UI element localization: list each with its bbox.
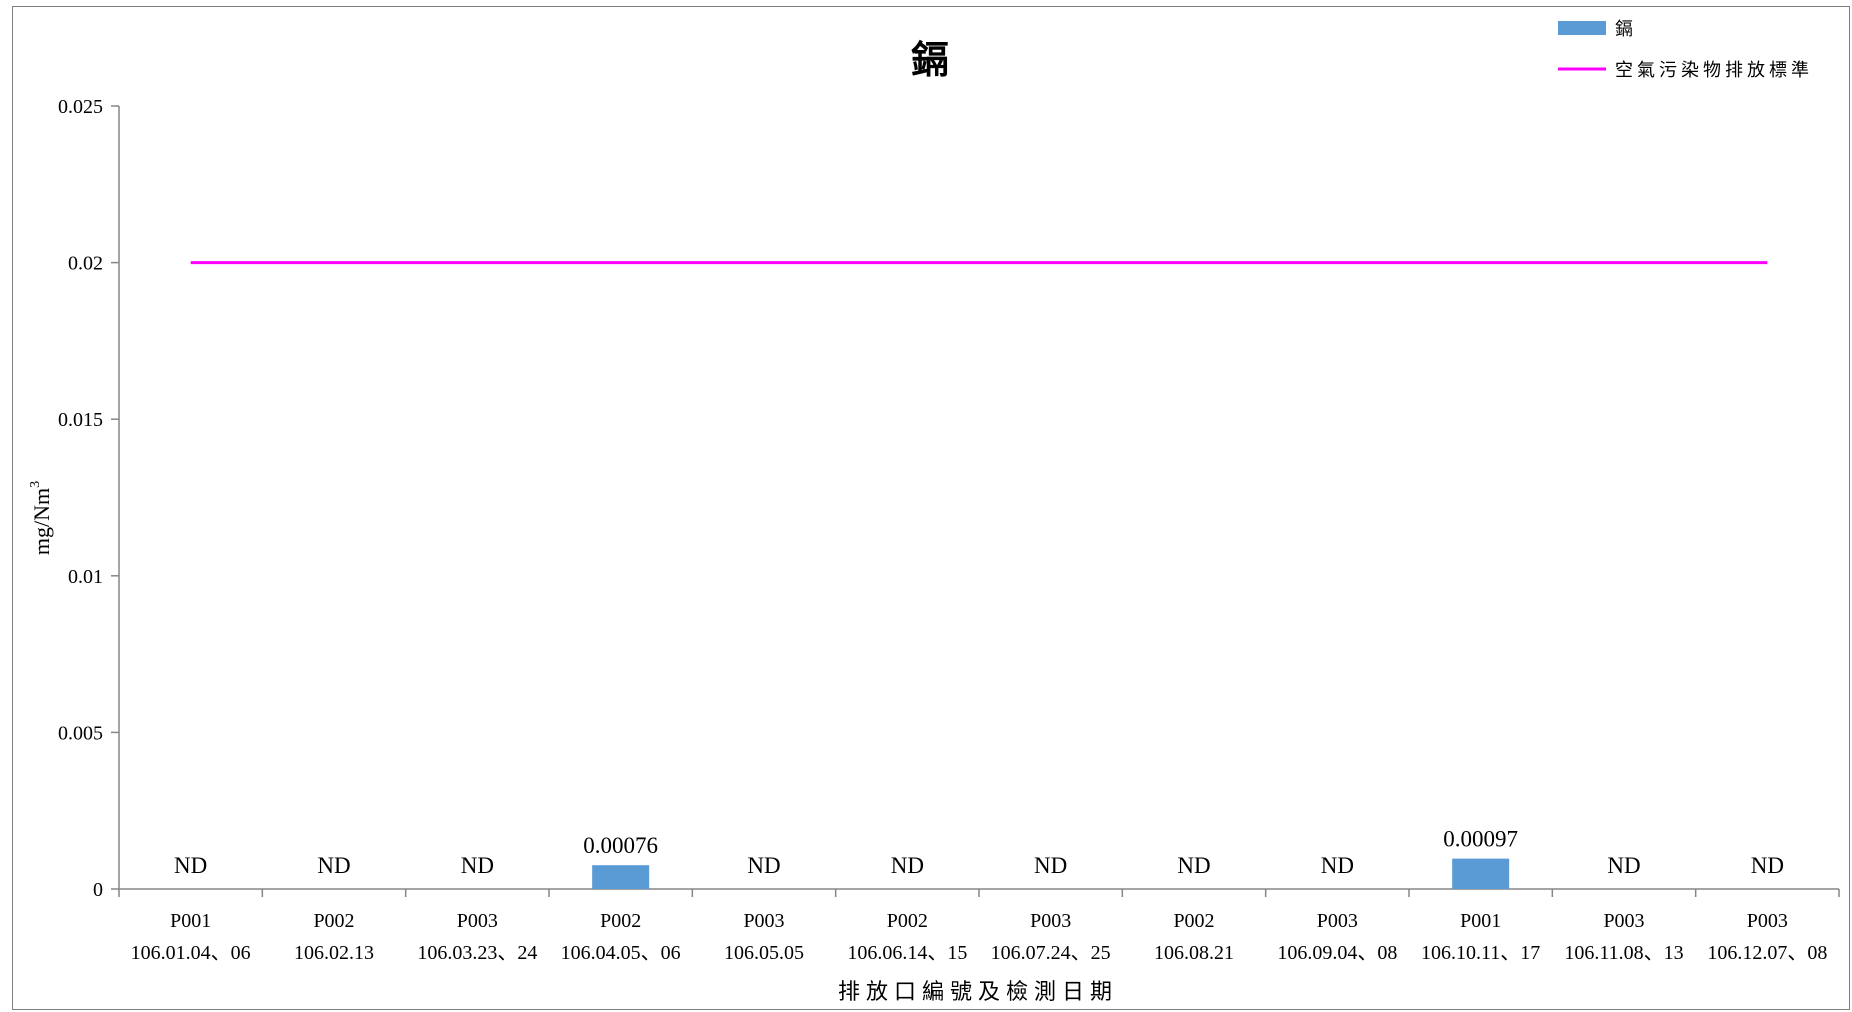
data-label: 0.00076 — [583, 833, 658, 858]
data-label: ND — [461, 853, 494, 878]
x-category-outlet: P003 — [743, 910, 784, 932]
x-category-date: 106.05.05 — [724, 942, 804, 964]
data-label: ND — [891, 853, 924, 878]
y-tick-label: 0 — [93, 879, 103, 901]
legend: 鎘 空氣污染物排放標準 — [1558, 19, 1813, 81]
data-label: ND — [747, 853, 780, 878]
x-category-date: 106.07.24、25 — [991, 942, 1111, 964]
bar — [592, 865, 650, 889]
data-label: ND — [1751, 853, 1784, 878]
data-label: 0.00097 — [1443, 827, 1518, 852]
y-tick-label: 0.005 — [58, 722, 103, 744]
x-category-outlet: P002 — [313, 910, 354, 932]
x-category-date: 106.01.04、06 — [131, 942, 251, 964]
data-label: ND — [317, 853, 350, 878]
x-ticks — [118, 889, 1840, 897]
chart-svg: 鎘 mg/Nm3 排放口編號及檢測日期 00.0050.010.0150.020… — [28, 19, 1840, 1005]
y-axis-label: mg/Nm3 — [28, 481, 54, 555]
bars — [592, 858, 1510, 889]
axes — [118, 106, 1839, 890]
y-axis-label-superscript: 3 — [28, 481, 43, 488]
bar — [1452, 858, 1510, 889]
data-label: ND — [174, 853, 207, 878]
x-category-outlet: P003 — [1030, 910, 1071, 932]
x-axis-label: 排放口編號及檢測日期 — [838, 980, 1118, 1005]
y-axis-label-text: mg/Nm — [29, 488, 54, 555]
y-tick-label: 0.02 — [68, 253, 103, 275]
y-tick-label: 0.01 — [68, 566, 103, 588]
y-ticks: 0 0.005 0.01 0.015 0.02 0.025 — [58, 96, 119, 901]
x-category-date: 106.10.11、17 — [1421, 942, 1540, 964]
x-category-outlet: P003 — [457, 910, 498, 932]
chart-frame: 鎘 mg/Nm3 排放口編號及檢測日期 0 0.005 0.01 0.015 0.02 0… — [12, 6, 1850, 1010]
data-label: ND — [1607, 853, 1640, 878]
x-category-outlet: P002 — [1173, 910, 1214, 932]
x-category-date: 106.03.23、24 — [417, 942, 537, 964]
legend-bar-label: 鎘 — [1615, 19, 1637, 40]
legend-bar-swatch — [1558, 21, 1606, 35]
data-labels: ND ND ND 0.00076 ND ND ND ND ND 0.00097 ND ND — [174, 827, 1784, 878]
x-category-date: 106.04.05、06 — [561, 942, 681, 964]
x-category-outlet: P002 — [600, 910, 641, 932]
x-category-date: 106.11.08、13 — [1564, 942, 1683, 964]
legend-line-label: 空氣污染物排放標準 — [1615, 60, 1813, 81]
x-category-outlet: P001 — [170, 910, 211, 932]
x-category-date: 106.08.21 — [1154, 942, 1234, 964]
data-label: ND — [1034, 853, 1067, 878]
x-category-date: 106.06.14、15 — [847, 942, 967, 964]
x-category-outlet: P003 — [1603, 910, 1644, 932]
data-label: ND — [1177, 853, 1210, 878]
y-tick-label: 0.025 — [58, 96, 103, 118]
y-tick-label: 0.015 — [58, 409, 103, 431]
x-categories: P001 106.01.04、06 P002 106.02.13 P003 106.03.… — [131, 910, 1828, 964]
x-category-date: 106.02.13 — [294, 942, 374, 964]
x-category-outlet: P003 — [1747, 910, 1788, 932]
x-category-outlet: P002 — [887, 910, 928, 932]
data-label: ND — [1321, 853, 1354, 878]
x-category-outlet: P001 — [1460, 910, 1501, 932]
chart-title: 鎘 — [911, 37, 949, 82]
svg-text:mg/Nm3: mg/Nm3 — [28, 481, 54, 555]
x-category-date: 106.09.04、08 — [1277, 942, 1397, 964]
x-category-outlet: P003 — [1317, 910, 1358, 932]
x-category-date: 106.12.07、08 — [1707, 942, 1827, 964]
